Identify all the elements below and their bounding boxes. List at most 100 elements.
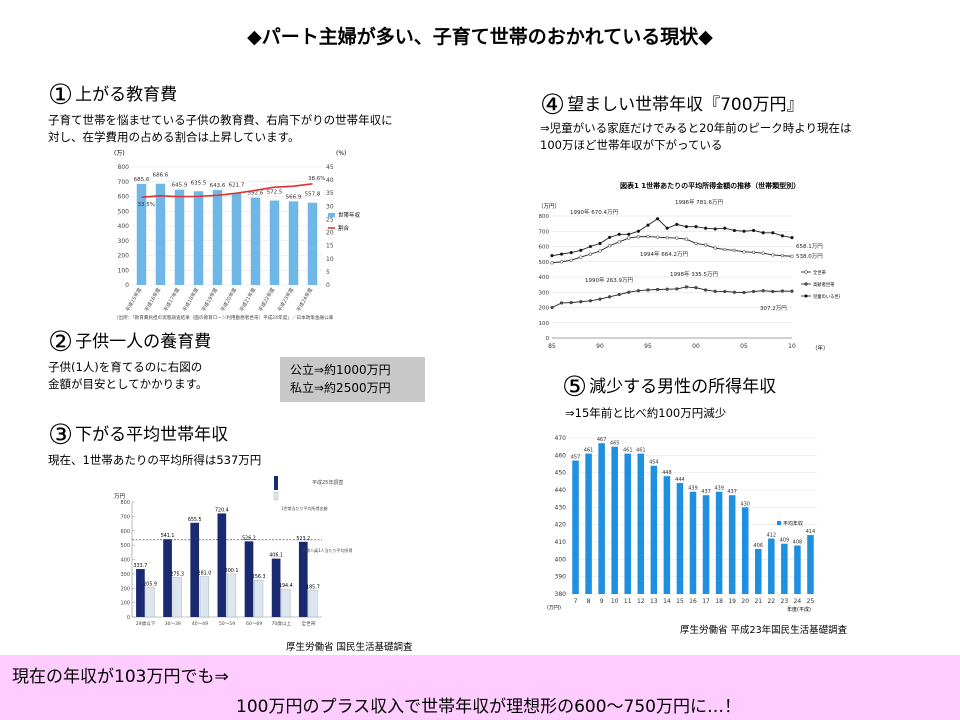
x-tick-label: 30～39: [165, 621, 181, 627]
y2-tick-label: 30: [326, 203, 334, 210]
y-tick-label: 400: [118, 223, 130, 230]
section4-desc-line1: ⇒児童がいる家庭だけでみると20年前のピーク時より現在は: [540, 121, 852, 135]
section5-heading: ⑤ 減少する男性の所得年収: [562, 372, 776, 401]
chart-title: 図表1 1世帯あたりの平均所得金額の推移（世帯類型別）: [620, 181, 800, 190]
income-bar: [663, 476, 671, 594]
bar-value-label: 406: [753, 543, 763, 549]
data-point: [732, 248, 737, 252]
income-bar: [702, 495, 710, 594]
x-tick-label: 90: [596, 343, 604, 350]
y-tick-label: 410: [555, 539, 567, 546]
y-tick-label: 450: [555, 470, 567, 477]
y-tick-label: 800: [539, 214, 550, 220]
y-tick-label: 380: [555, 591, 567, 598]
x-tick-label: 18: [715, 598, 723, 605]
data-point: [684, 237, 689, 241]
data-point: [751, 289, 756, 294]
y-axis-unit: (万円): [547, 605, 561, 611]
data-point: [636, 289, 641, 293]
bar-value-label: 557.8: [305, 192, 321, 198]
data-point: [761, 231, 765, 235]
data-point: [732, 228, 737, 233]
data-point: [742, 250, 746, 254]
data-point: [742, 290, 746, 295]
x-tick-label: 7: [574, 598, 578, 605]
income-bar: [807, 535, 814, 594]
male-income-chart: 380 390 400 410 420 430 440 450 460 470 (万円) 457 7 46…: [547, 435, 817, 613]
y-tick-label: 400: [555, 556, 567, 563]
data-point: [742, 229, 746, 233]
bar-value-label: 448: [662, 470, 672, 476]
series-line: [551, 218, 793, 257]
bar-value-label: 526.2: [242, 535, 256, 541]
private-cost: 私立⇒約2500万円: [290, 381, 391, 395]
data-point: [703, 288, 708, 292]
income-bar: [624, 453, 631, 594]
x-tick-label: 10: [788, 343, 796, 350]
legend-label: 1世帯当たり平均所得金額: [281, 505, 328, 511]
household-income-bar: [271, 558, 281, 617]
per-person-income-bar: [308, 590, 318, 618]
data-point: [569, 250, 573, 255]
y-tick-label: 460: [555, 452, 567, 459]
x-tick-label: 25: [807, 598, 815, 605]
income-bar: [650, 465, 658, 594]
income-bar: [794, 545, 801, 594]
y2-tick-label: 10: [326, 256, 334, 263]
x-tick-label: 21: [754, 598, 762, 605]
y-tick-label: 200: [120, 586, 130, 592]
data-point: [703, 243, 708, 247]
data-point: [780, 254, 785, 258]
legend-label: 割合: [338, 224, 350, 232]
legend-swatch-household: [274, 476, 278, 490]
y2-tick-label: 20: [326, 230, 334, 237]
data-point: [617, 292, 621, 297]
x-tick-label: 70歳以上: [271, 620, 291, 627]
y-tick-label: 500: [118, 208, 130, 215]
x-tick-label: 平成20年度: [219, 287, 238, 313]
data-point: [569, 258, 573, 262]
data-point: [694, 286, 698, 290]
section1-heading: ① 上がる教育費: [48, 80, 177, 109]
data-point: [780, 289, 785, 293]
per-person-income-bar: [145, 587, 155, 618]
data-point: [694, 241, 698, 246]
x-tick-label: 05: [740, 343, 748, 350]
x-tick-label: 平成17年度: [162, 287, 181, 313]
income-bar: [288, 201, 299, 285]
y2-tick-label: 45: [326, 164, 334, 171]
household-income-bar: [217, 513, 227, 617]
income-bar: [768, 538, 775, 594]
point-annotation: 1996年 781.6万円: [675, 198, 723, 206]
data-point: [694, 225, 698, 229]
data-point: [550, 254, 554, 258]
household-income-bar: [244, 541, 254, 617]
y2-tick-label: 15: [326, 243, 334, 250]
x-tick-label: 16: [689, 598, 697, 605]
data-point: [665, 226, 669, 230]
bar-value-label: 461: [584, 448, 594, 454]
legend-marker: [804, 282, 808, 286]
bar-value-label: 685.6: [134, 177, 150, 183]
data-point: [559, 301, 564, 305]
section4-desc-line2: 100万ほど世帯年収が下がっている: [540, 138, 723, 152]
y2-tick-label: 25: [326, 216, 334, 223]
legend-swatch-per-person: [273, 491, 279, 501]
income-bar: [689, 491, 697, 594]
data-point: [771, 231, 775, 235]
y2-tick-label: 40: [326, 177, 334, 184]
section5-desc: ⇒15年前と比べ約100万円減少: [565, 406, 727, 420]
y-axis-unit: （万円）: [538, 203, 560, 210]
bar-value-label: 406.1: [269, 553, 283, 559]
per-person-income-bar: [199, 576, 209, 618]
bottom-line1: 現在の年収が103万円でも⇒: [12, 667, 229, 687]
ratio-line: [141, 182, 313, 198]
bar-value-label: 541.1: [161, 533, 175, 539]
y-tick-label: 0: [546, 336, 550, 342]
income-by-age-chart: 万円 0 100 200 300 400 500 600 700 800 333.7 205.9 29歳…: [114, 476, 352, 627]
education-cost-chart: (万) (%) 0 100 200 300 400 500 600 700 800 0 5 10 15 20 2…: [114, 150, 360, 321]
y-tick-label: 300: [539, 290, 550, 296]
data-point: [579, 255, 583, 259]
data-point: [665, 287, 669, 291]
legend-marker: [804, 270, 808, 274]
